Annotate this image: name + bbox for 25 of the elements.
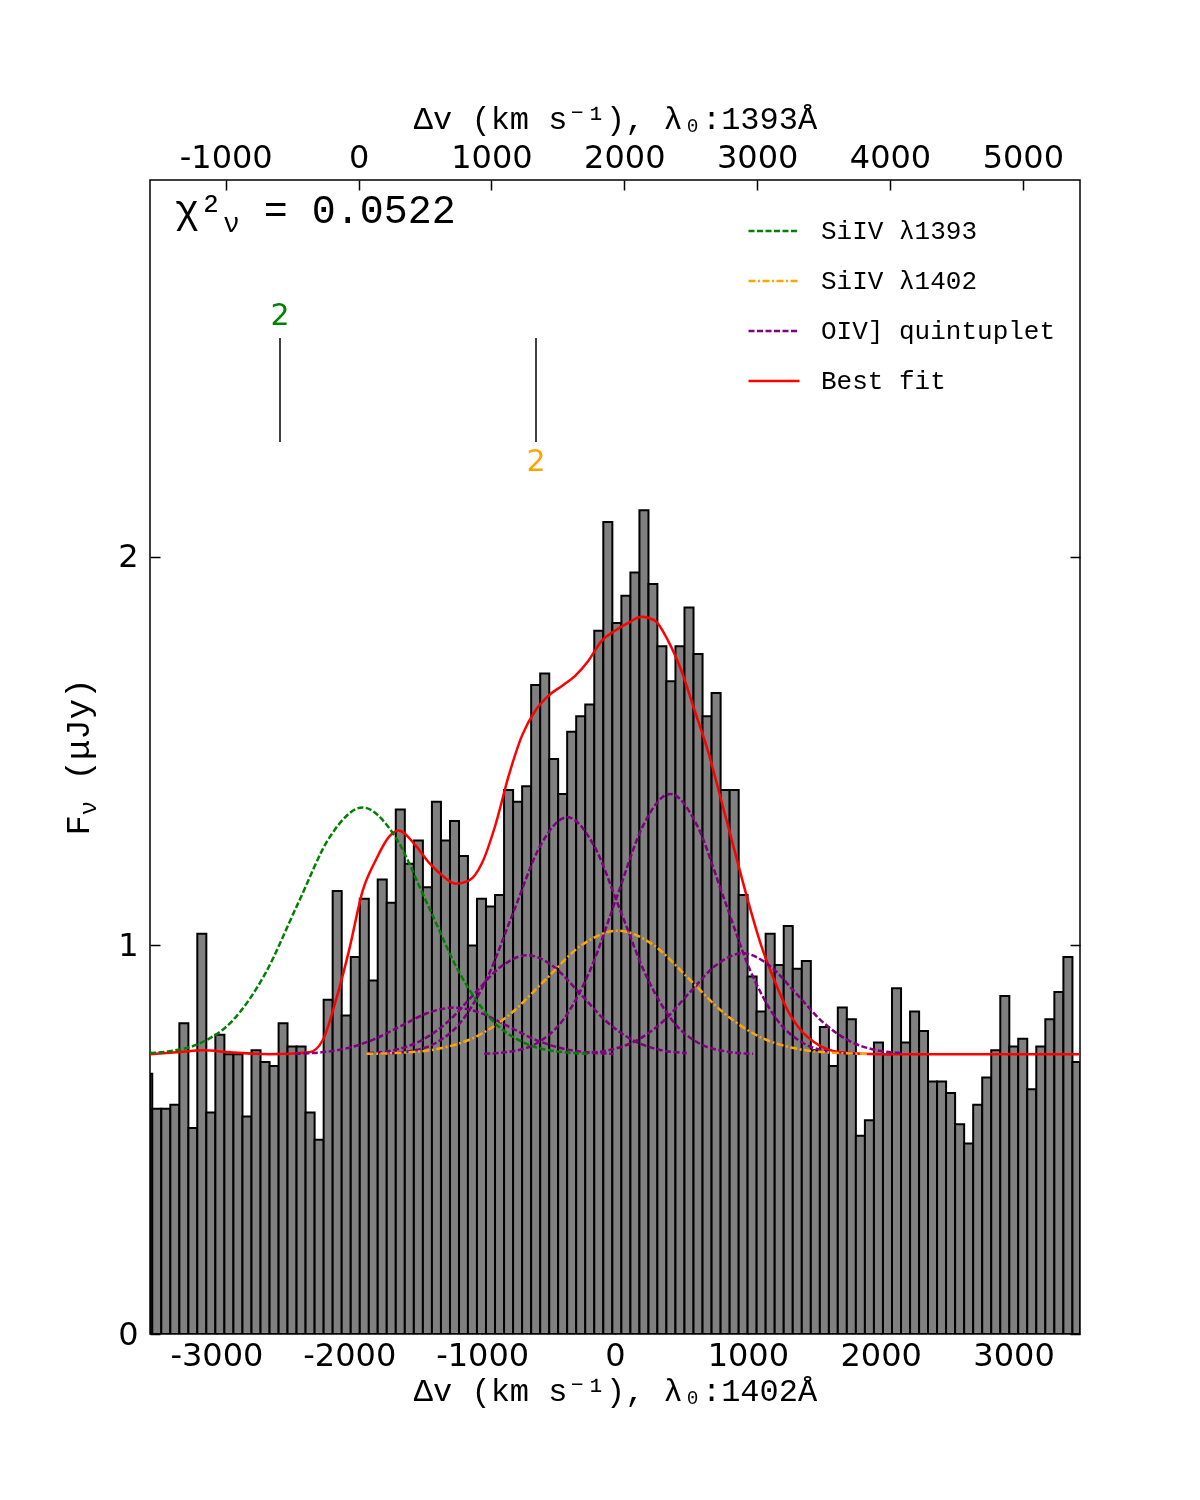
x2-tick-label: 0 [348,137,370,176]
x-tick-label: 0 [605,1335,626,1374]
x-tick-label: 2000 [840,1335,922,1374]
legend-label: OIV] quintuplet [821,317,1056,347]
x-axis-title: Δv (km s⁻¹), λ₀:1402Å [413,1373,818,1411]
annotation: χ²$_{ν}$ = 0.0522 [175,190,456,240]
y-tick-label: 1 [118,925,139,964]
x2-axis-title: Δv (km s⁻¹), λ₀:1393Å [413,101,818,139]
x-tick-label: -1000 [436,1335,530,1374]
x2-tick-label: 2000 [584,137,666,176]
x-tick-label: -2000 [303,1335,397,1374]
x2-tick-label: 4000 [849,137,932,176]
x-tick-label: -3000 [170,1335,264,1374]
x2-tick-label: 5000 [982,137,1065,176]
annotation: 2 [526,443,546,478]
legend-label: SiIV λ1393 [821,217,978,247]
x2-tick-label: -1000 [179,137,273,176]
x-tick-label: 3000 [973,1335,1055,1374]
y-tick-label: 2 [118,537,139,576]
x-tick-label: 1000 [707,1335,790,1374]
x2-tick-label: 1000 [451,137,533,176]
x2-tick-label: 3000 [716,137,799,176]
legend-label: SiIV λ1402 [821,267,978,297]
annotation: 2 [270,297,290,332]
legend-label: Best fit [821,367,946,397]
